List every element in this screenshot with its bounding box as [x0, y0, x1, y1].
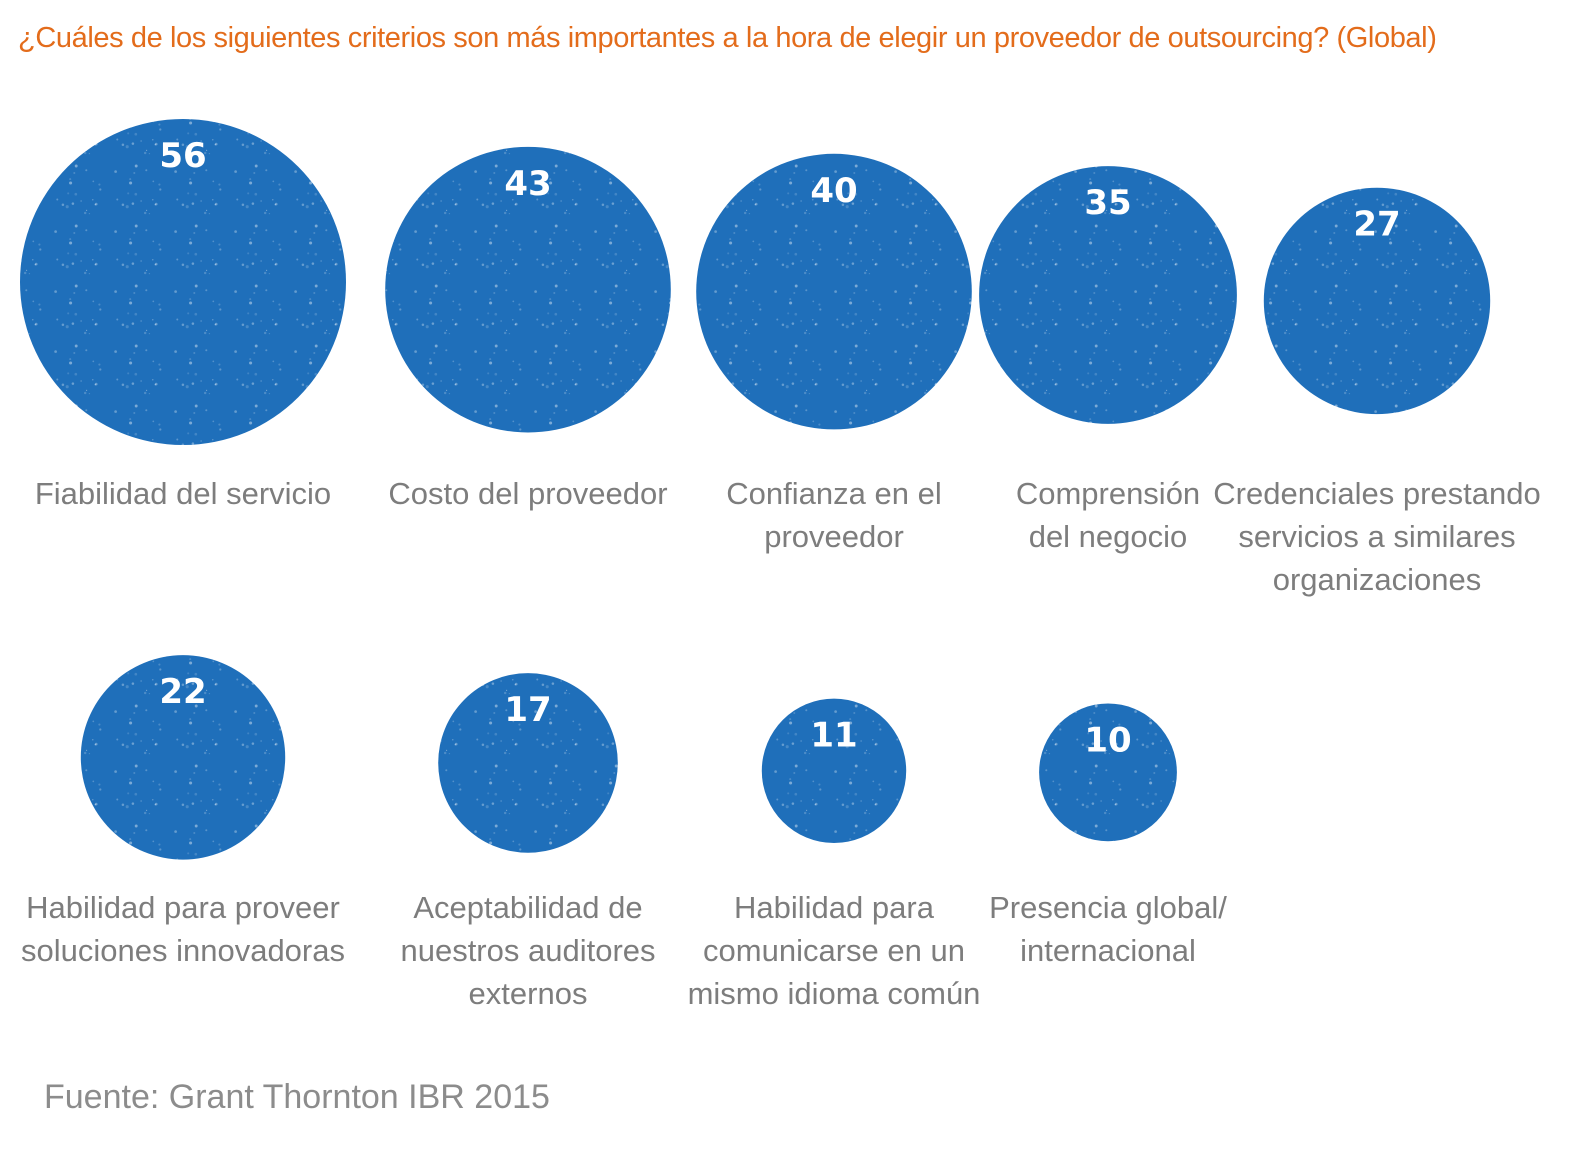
bubble-group: 22 Habilidad para proveer soluciones innov…	[21, 655, 345, 968]
category-label: Habilidad para	[734, 890, 935, 925]
bubble-value-label: 27	[1353, 205, 1400, 245]
source-name: Grant Thornton IBR 2015	[168, 1078, 550, 1116]
bubble-group: 56 Fiabilidad del servicio	[20, 119, 346, 511]
bubble	[80, 655, 286, 860]
bubble-group: 35 Comprensión del negocio	[979, 166, 1237, 554]
bubble-value-label: 11	[810, 716, 857, 756]
category-label: Habilidad para proveer	[26, 890, 340, 925]
category-label: comunicarse en un	[703, 933, 965, 968]
category-label: mismo idioma común	[688, 976, 981, 1011]
bubble-group: 11 Habilidad para comunicarse en un mismo i…	[688, 698, 981, 1011]
category-label: Presencia global/	[989, 890, 1227, 925]
category-label: Confianza en el	[726, 476, 941, 511]
bubble	[761, 698, 907, 844]
bubble-value-label: 35	[1084, 183, 1131, 223]
category-label: soluciones innovadoras	[21, 933, 345, 968]
bubble	[438, 673, 618, 853]
bubble	[1263, 187, 1491, 415]
bubble	[696, 153, 972, 430]
chart-title: ¿Cuáles de los siguientes criterios son …	[18, 22, 1437, 54]
bubble	[20, 119, 346, 445]
category-label: externos	[469, 976, 588, 1011]
category-label: nuestros auditores	[400, 933, 655, 968]
bubble-value-label: 56	[159, 136, 206, 176]
bubble-value-label: 40	[810, 171, 857, 211]
bubble	[979, 166, 1237, 424]
bubble-value-label: 43	[504, 164, 551, 204]
bubble	[1039, 703, 1177, 842]
bubble-value-label: 22	[159, 672, 206, 712]
bubble-value-label: 17	[504, 690, 551, 730]
source-prefix: Fuente:	[44, 1078, 160, 1116]
category-label: Aceptabilidad de	[413, 890, 642, 925]
category-label: del negocio	[1029, 519, 1188, 554]
bubble-group: 10 Presencia global/internacional	[989, 703, 1227, 968]
category-label: Comprensión	[1016, 476, 1200, 511]
bubble-group: 40 Confianza en el proveedor	[696, 153, 972, 554]
category-label: proveedor	[764, 519, 904, 554]
bubble-value-label: 10	[1084, 721, 1131, 761]
category-label: Costo del proveedor	[388, 476, 667, 511]
category-label: organizaciones	[1273, 562, 1482, 597]
bubble-group: 43 Costo del proveedor	[385, 146, 671, 511]
bubble	[385, 146, 671, 433]
category-label: Fiabilidad del servicio	[35, 476, 331, 511]
bubble-group: 27 Credenciales prestando servicios a simi…	[1213, 187, 1541, 597]
source-note: Fuente: Grant Thornton IBR 2015	[44, 1078, 550, 1117]
category-label: servicios a similares	[1238, 519, 1515, 554]
category-label: internacional	[1020, 933, 1196, 968]
bubble-group: 17 Aceptabilidad de nuestros auditores exte…	[400, 673, 656, 1011]
category-label: Credenciales prestando	[1213, 476, 1540, 511]
